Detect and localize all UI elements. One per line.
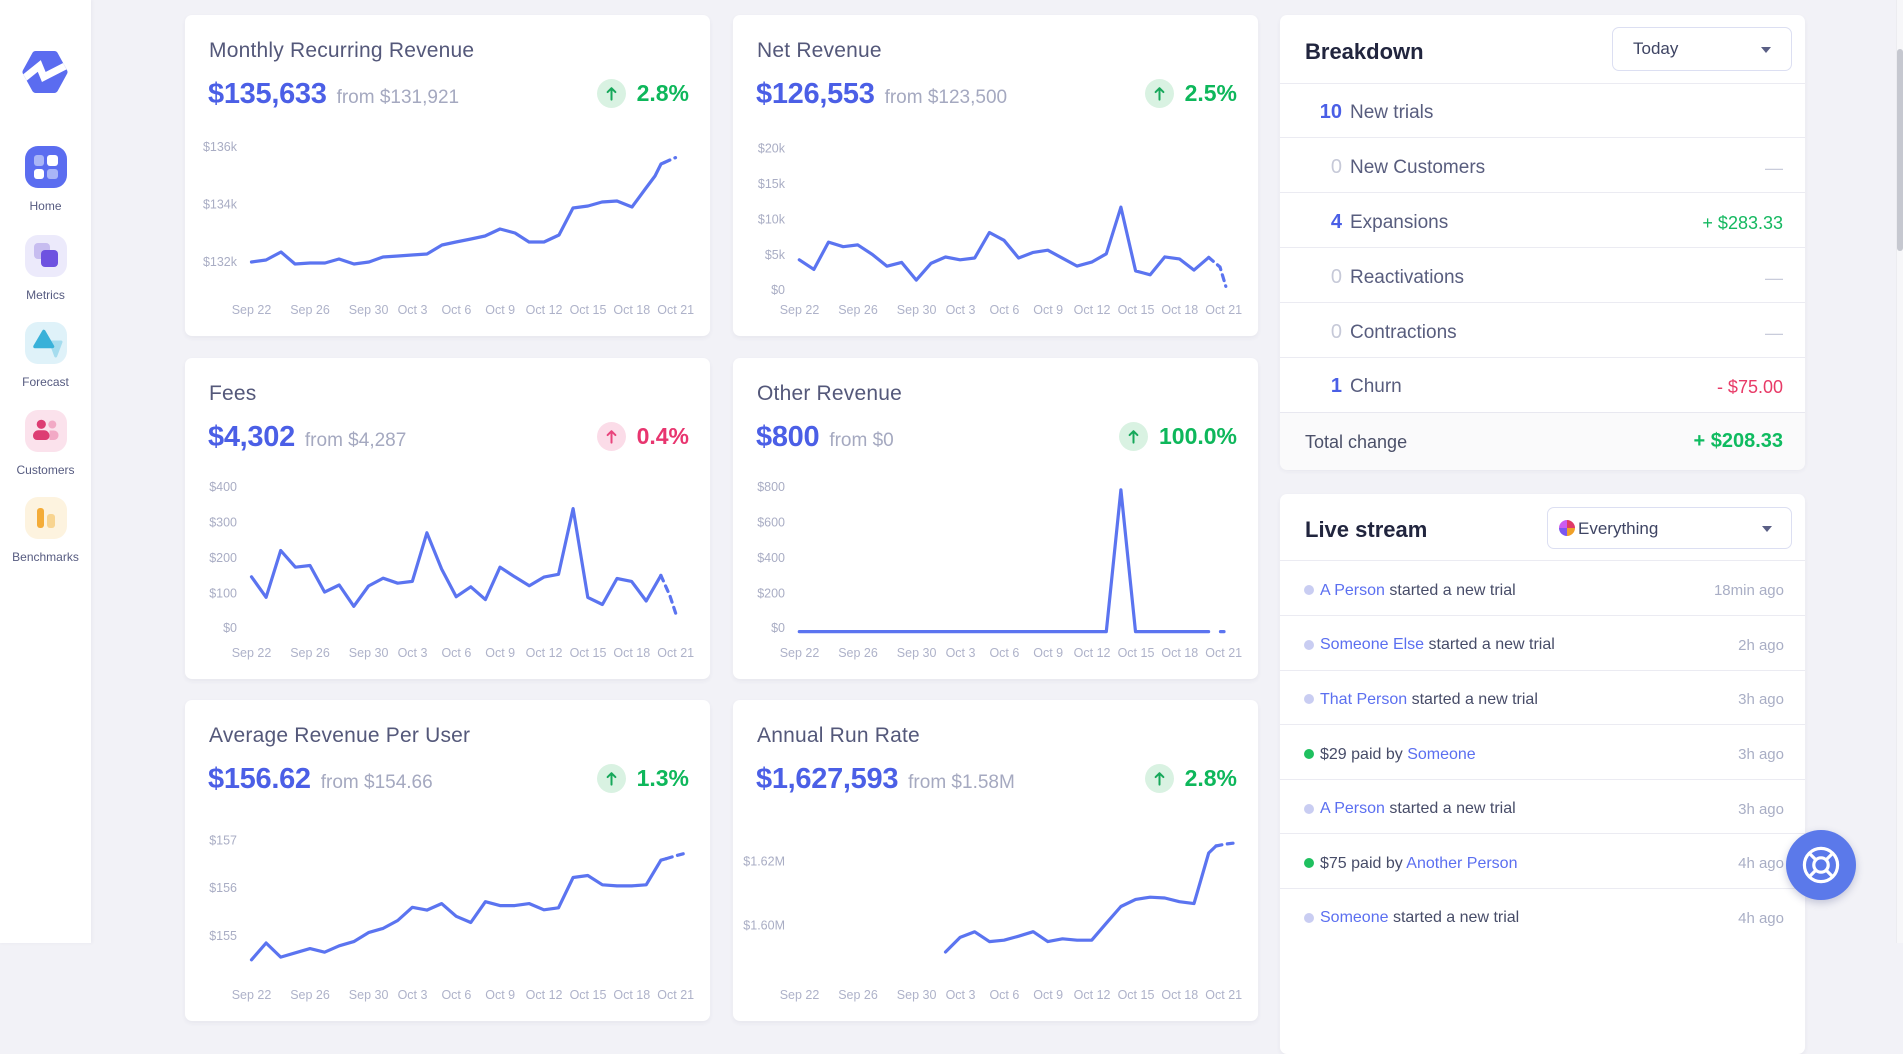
svg-text:Oct 9: Oct 9 [485,303,515,317]
svg-text:Oct 3: Oct 3 [946,303,976,317]
svg-text:Sep 22: Sep 22 [232,988,272,1002]
svg-text:Sep 30: Sep 30 [897,988,937,1002]
svg-text:Sep 22: Sep 22 [780,988,820,1002]
svg-text:Oct 15: Oct 15 [1118,988,1155,1002]
svg-text:Oct 21: Oct 21 [657,303,694,317]
svg-text:$1.62M: $1.62M [743,854,785,868]
svg-text:Oct 21: Oct 21 [1205,988,1242,1002]
svg-text:$156: $156 [209,881,237,895]
svg-text:Oct 6: Oct 6 [989,988,1019,1002]
svg-text:Sep 26: Sep 26 [838,988,878,1002]
svg-text:Oct 9: Oct 9 [1033,646,1063,660]
svg-text:Oct 6: Oct 6 [441,646,471,660]
svg-text:$0: $0 [771,283,785,297]
svg-text:Oct 9: Oct 9 [485,646,515,660]
svg-text:$200: $200 [757,586,785,600]
svg-text:Oct 6: Oct 6 [441,988,471,1002]
svg-text:$136k: $136k [203,140,238,154]
svg-text:Oct 9: Oct 9 [1033,988,1063,1002]
svg-text:$600: $600 [757,515,785,529]
svg-text:Oct 21: Oct 21 [1205,303,1242,317]
svg-text:$100: $100 [209,586,237,600]
svg-text:$400: $400 [757,551,785,565]
svg-text:Oct 21: Oct 21 [657,646,694,660]
svg-text:$400: $400 [209,480,237,494]
svg-text:Oct 12: Oct 12 [1074,303,1111,317]
svg-text:Oct 3: Oct 3 [946,646,976,660]
svg-text:Oct 6: Oct 6 [441,303,471,317]
svg-text:Oct 6: Oct 6 [989,646,1019,660]
svg-text:$0: $0 [223,621,237,635]
svg-text:Oct 18: Oct 18 [1161,646,1198,660]
svg-text:$15k: $15k [758,177,786,191]
svg-text:Oct 15: Oct 15 [570,303,607,317]
svg-text:$157: $157 [209,833,237,847]
svg-text:Oct 15: Oct 15 [1118,303,1155,317]
svg-text:Oct 18: Oct 18 [1161,303,1198,317]
svg-text:Oct 12: Oct 12 [526,303,563,317]
svg-text:Sep 22: Sep 22 [232,646,272,660]
svg-text:$155: $155 [209,929,237,943]
svg-text:Sep 30: Sep 30 [349,988,389,1002]
svg-text:Oct 21: Oct 21 [1205,646,1242,660]
svg-text:$5k: $5k [765,248,786,262]
svg-text:Sep 22: Sep 22 [780,303,820,317]
svg-text:$20k: $20k [758,142,786,156]
svg-text:Sep 30: Sep 30 [897,303,937,317]
svg-text:Oct 3: Oct 3 [946,988,976,1002]
svg-text:$0: $0 [771,621,785,635]
svg-text:Oct 21: Oct 21 [657,988,694,1002]
svg-text:$10k: $10k [758,212,786,226]
svg-text:Sep 30: Sep 30 [349,646,389,660]
svg-text:Oct 3: Oct 3 [398,303,428,317]
svg-text:Oct 12: Oct 12 [526,988,563,1002]
svg-text:Sep 30: Sep 30 [349,303,389,317]
svg-text:Oct 9: Oct 9 [1033,303,1063,317]
svg-text:Oct 15: Oct 15 [570,646,607,660]
svg-text:$1.60M: $1.60M [743,919,785,933]
svg-text:Oct 9: Oct 9 [485,988,515,1002]
svg-text:Oct 3: Oct 3 [398,988,428,1002]
svg-text:Oct 12: Oct 12 [1074,646,1111,660]
svg-text:Sep 26: Sep 26 [290,646,330,660]
svg-text:Oct 18: Oct 18 [613,303,650,317]
svg-text:Sep 22: Sep 22 [232,303,272,317]
svg-text:$300: $300 [209,515,237,529]
svg-text:Sep 30: Sep 30 [897,646,937,660]
svg-text:Oct 18: Oct 18 [613,988,650,1002]
svg-text:Oct 18: Oct 18 [1161,988,1198,1002]
svg-text:$200: $200 [209,551,237,565]
svg-text:Sep 26: Sep 26 [290,988,330,1002]
svg-text:Sep 26: Sep 26 [290,303,330,317]
svg-text:Oct 3: Oct 3 [398,646,428,660]
svg-text:$134k: $134k [203,197,238,211]
svg-text:Oct 15: Oct 15 [1118,646,1155,660]
svg-text:Oct 6: Oct 6 [989,303,1019,317]
svg-text:Sep 22: Sep 22 [780,646,820,660]
svg-text:$800: $800 [757,480,785,494]
svg-text:Oct 12: Oct 12 [1074,988,1111,1002]
svg-text:$132k: $132k [203,255,238,269]
svg-text:Oct 18: Oct 18 [613,646,650,660]
svg-text:Oct 15: Oct 15 [570,988,607,1002]
svg-text:Sep 26: Sep 26 [838,646,878,660]
svg-text:Oct 12: Oct 12 [526,646,563,660]
svg-text:Sep 26: Sep 26 [838,303,878,317]
